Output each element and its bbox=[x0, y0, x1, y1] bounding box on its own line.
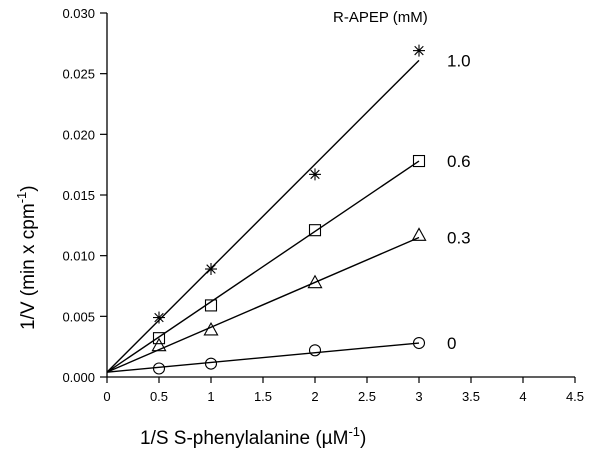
y-tick-label: 0.025 bbox=[62, 67, 95, 82]
y-tick-label: 0.015 bbox=[62, 188, 95, 203]
x-tick-label: 4 bbox=[519, 389, 526, 404]
y-tick-label: 0.030 bbox=[62, 6, 95, 21]
asterisk-marker bbox=[153, 311, 165, 324]
circle-marker bbox=[308, 344, 322, 357]
asterisk-marker bbox=[205, 263, 217, 276]
y-tick-label: 0.005 bbox=[62, 309, 95, 324]
asterisk-stroke bbox=[414, 45, 424, 56]
square-marker bbox=[204, 299, 218, 312]
labels: R-APEP (mM) 1.0 0.6 0.3 0 bbox=[333, 9, 471, 353]
triangle-marker bbox=[203, 321, 219, 336]
x-tick-label: 2 bbox=[311, 389, 318, 404]
asterisk-marker bbox=[413, 44, 425, 57]
x-tick-label: 3 bbox=[415, 389, 422, 404]
y-tick-label: 0.020 bbox=[62, 127, 95, 142]
fit-line-0.3 bbox=[106, 236, 420, 373]
series-label: 0.3 bbox=[447, 228, 471, 247]
x-tick-label: 1.5 bbox=[254, 389, 272, 404]
axes: 0 0.5 1 1.5 2 2.5 3 3.5 4 4.5 0.000 0.005 0.010 0.015… bbox=[14, 6, 584, 449]
x-axis-title: 1/S S-phenylalanine (µM-1) bbox=[140, 424, 366, 449]
y-tick-label: 0.000 bbox=[62, 370, 95, 385]
circle-marker bbox=[204, 357, 218, 370]
series-label: 0.6 bbox=[447, 152, 471, 171]
data-markers bbox=[151, 44, 427, 375]
series-label: 1.0 bbox=[447, 51, 471, 70]
asterisk-stroke bbox=[206, 264, 216, 274]
asterisk-stroke bbox=[154, 312, 164, 323]
x-tick-label: 2.5 bbox=[358, 389, 376, 404]
circle-marker bbox=[412, 336, 426, 350]
square-marker bbox=[412, 154, 426, 168]
x-tick-label: 4.5 bbox=[566, 389, 584, 404]
square-marker bbox=[308, 224, 322, 237]
fit-lines bbox=[106, 59, 420, 373]
triangle-marker bbox=[307, 274, 323, 289]
circle-marker bbox=[152, 362, 166, 375]
x-tick-label: 0.5 bbox=[150, 389, 168, 404]
fit-line-0 bbox=[106, 342, 420, 373]
asterisk-stroke bbox=[310, 169, 320, 180]
triangle-marker bbox=[411, 227, 427, 241]
legend-title: R-APEP (mM) bbox=[333, 9, 428, 26]
y-tick-label: 0.010 bbox=[62, 249, 95, 264]
fit-line-0.6 bbox=[106, 160, 420, 373]
y-axis-title: 1/V (min x cpm-1) bbox=[14, 185, 39, 330]
series-label: 0 bbox=[447, 334, 456, 353]
square-marker bbox=[152, 332, 166, 345]
triangle-marker bbox=[151, 337, 167, 352]
x-tick-label: 0 bbox=[103, 389, 110, 404]
x-tick-label: 1 bbox=[207, 389, 214, 404]
asterisk-marker bbox=[309, 168, 321, 181]
fit-line-1.0 bbox=[106, 59, 420, 373]
x-tick-label: 3.5 bbox=[462, 389, 480, 404]
